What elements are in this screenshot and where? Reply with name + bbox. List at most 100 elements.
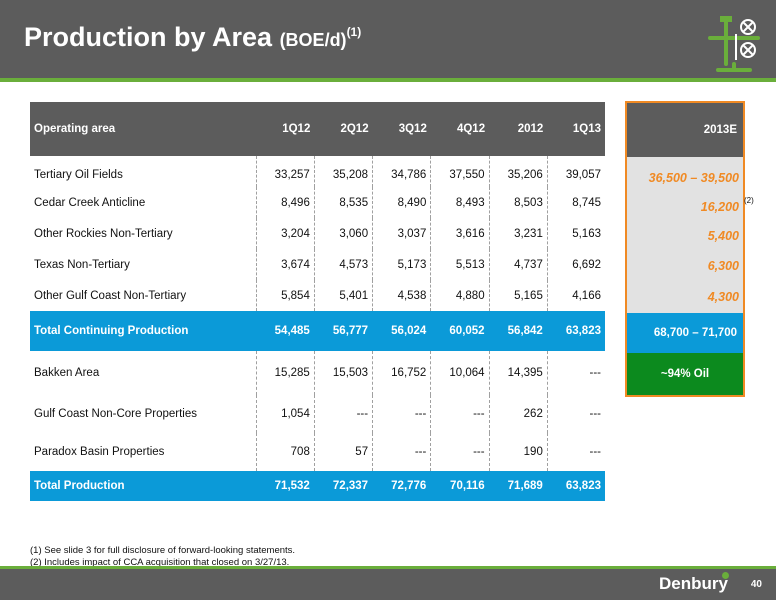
page-title: Production by Area (BOE/d)(1) (24, 22, 361, 53)
value-cell: 16,752 (372, 351, 431, 395)
value-cell: 72,776 (372, 471, 431, 501)
value-cell: 71,532 (255, 471, 315, 501)
value-cell: 5,165 (488, 280, 548, 311)
value-cell: 71,689 (488, 471, 548, 501)
value-cell: 3,037 (372, 218, 431, 249)
footer-accent-line (0, 566, 776, 569)
column-header: 2Q12 (340, 123, 369, 135)
value-cell: 10,064 (430, 351, 490, 395)
estimate-panel: 2013E 36,500 – 39,500 16,200 5,400 6,300… (625, 101, 745, 397)
oil-share-badge: ~94% Oil (627, 353, 743, 395)
value-cell: 4,737 (488, 249, 548, 280)
cca-footnote-ref: (2) (744, 196, 754, 205)
estimate-value: 5,400 (707, 229, 739, 243)
value-cell: --- (546, 433, 605, 471)
value-cell: 262 (488, 395, 548, 433)
footnote: (1) See slide 3 for full disclosure of f… (30, 545, 296, 556)
brand-dot-icon (722, 572, 729, 579)
area-name: Tertiary Oil Fields (34, 168, 123, 181)
value-cell: 70,116 (430, 471, 490, 501)
value-cell: 708 (255, 433, 315, 471)
column-header: 1Q13 (572, 123, 601, 135)
table-row: Other Gulf Coast Non-Tertiary 5,854 5,40… (30, 280, 605, 311)
value-cell: 5,513 (430, 249, 490, 280)
value-cell: 8,535 (313, 187, 373, 218)
area-name: Other Gulf Coast Non-Tertiary (34, 289, 187, 302)
value-cell: 5,401 (313, 280, 373, 311)
value-cell: 63,823 (546, 311, 605, 351)
value-cell: 190 (488, 433, 548, 471)
value-cell: 56,777 (313, 311, 373, 351)
column-header: 2012 (517, 123, 544, 135)
area-name: Bakken Area (34, 367, 100, 379)
column-header: 3Q12 (398, 123, 427, 135)
value-cell: --- (313, 395, 373, 433)
value-cell: 33,257 (255, 156, 315, 187)
column-header: 4Q12 (456, 123, 486, 135)
area-name: Texas Non-Tertiary (34, 258, 130, 271)
table-row: Tertiary Oil Fields 33,257 35,208 34,786… (30, 156, 605, 187)
title-accent-line (0, 78, 776, 82)
page-number: 40 (750, 579, 762, 590)
pump-jack-icon (708, 16, 760, 72)
table-row: Texas Non-Tertiary 3,674 4,573 5,173 5,5… (30, 249, 605, 280)
value-cell: 35,206 (488, 156, 548, 187)
value-cell: 4,880 (430, 280, 490, 311)
value-cell: 8,493 (430, 187, 490, 218)
production-table: Operating area 1Q12 2Q12 3Q12 4Q12 2012 … (30, 102, 605, 501)
value-cell: 3,674 (255, 249, 315, 280)
value-cell: 8,496 (255, 187, 315, 218)
value-cell: 6,692 (546, 249, 605, 280)
value-cell: 5,173 (372, 249, 431, 280)
value-cell: 8,745 (546, 187, 605, 218)
area-name: Paradox Basin Properties (34, 446, 165, 458)
value-cell: 1,054 (255, 395, 315, 433)
footer-bar (0, 569, 776, 600)
value-cell: 4,538 (372, 280, 431, 311)
value-cell: 37,550 (430, 156, 490, 187)
value-cell: 54,485 (255, 311, 315, 351)
value-cell: 39,057 (546, 156, 605, 187)
table-row: Other Rockies Non-Tertiary 3,204 3,060 3… (30, 218, 605, 249)
continuing-total-row: Total Continuing Production 54,485 56,77… (30, 311, 605, 351)
estimate-value: 6,300 (707, 259, 739, 273)
area-name: Total Production (34, 480, 125, 492)
value-cell: 4,166 (546, 280, 605, 311)
estimate-header: 2013E (627, 103, 743, 157)
estimate-total: 68,700 – 71,700 (627, 313, 743, 353)
area-name: Total Continuing Production (34, 325, 189, 337)
value-cell: --- (546, 351, 605, 395)
value-cell: --- (430, 395, 490, 433)
grand-total-row: Total Production 71,532 72,337 72,776 70… (30, 471, 605, 501)
value-cell: 34,786 (372, 156, 431, 187)
table-header-row: Operating area 1Q12 2Q12 3Q12 4Q12 2012 … (30, 102, 605, 156)
value-cell: 35,208 (313, 156, 373, 187)
value-cell: --- (546, 395, 605, 433)
value-cell: 14,395 (488, 351, 548, 395)
value-cell: --- (372, 395, 431, 433)
estimate-value: 36,500 – 39,500 (648, 171, 739, 185)
value-cell: 60,052 (430, 311, 490, 351)
column-header: 1Q12 (282, 123, 311, 135)
estimate-value: 4,300 (707, 290, 739, 304)
value-cell: 63,823 (546, 471, 605, 501)
footnotes: (1) See slide 3 for full disclosure of f… (30, 545, 295, 569)
value-cell: 5,854 (255, 280, 315, 311)
value-cell: 56,842 (488, 311, 548, 351)
value-cell: 8,490 (372, 187, 431, 218)
estimate-value: 16,200 (700, 200, 739, 214)
value-cell: 15,285 (255, 351, 315, 395)
table-row: Cedar Creek Anticline 8,496 8,535 8,490 … (30, 187, 605, 218)
value-cell: 3,616 (430, 218, 490, 249)
title-unit: (BOE/d) (279, 30, 347, 50)
area-name: Gulf Coast Non-Core Properties (34, 408, 197, 420)
brand-logo: Denbury (659, 574, 728, 593)
value-cell: 72,337 (313, 471, 373, 501)
value-cell: --- (372, 433, 431, 471)
table-row: Gulf Coast Non-Core Properties 1,054 ---… (30, 395, 605, 433)
value-cell: 4,573 (313, 249, 373, 280)
value-cell: --- (430, 433, 490, 471)
area-name: Cedar Creek Anticline (34, 196, 146, 209)
value-cell: 57 (313, 433, 373, 471)
title-bar (0, 0, 776, 78)
